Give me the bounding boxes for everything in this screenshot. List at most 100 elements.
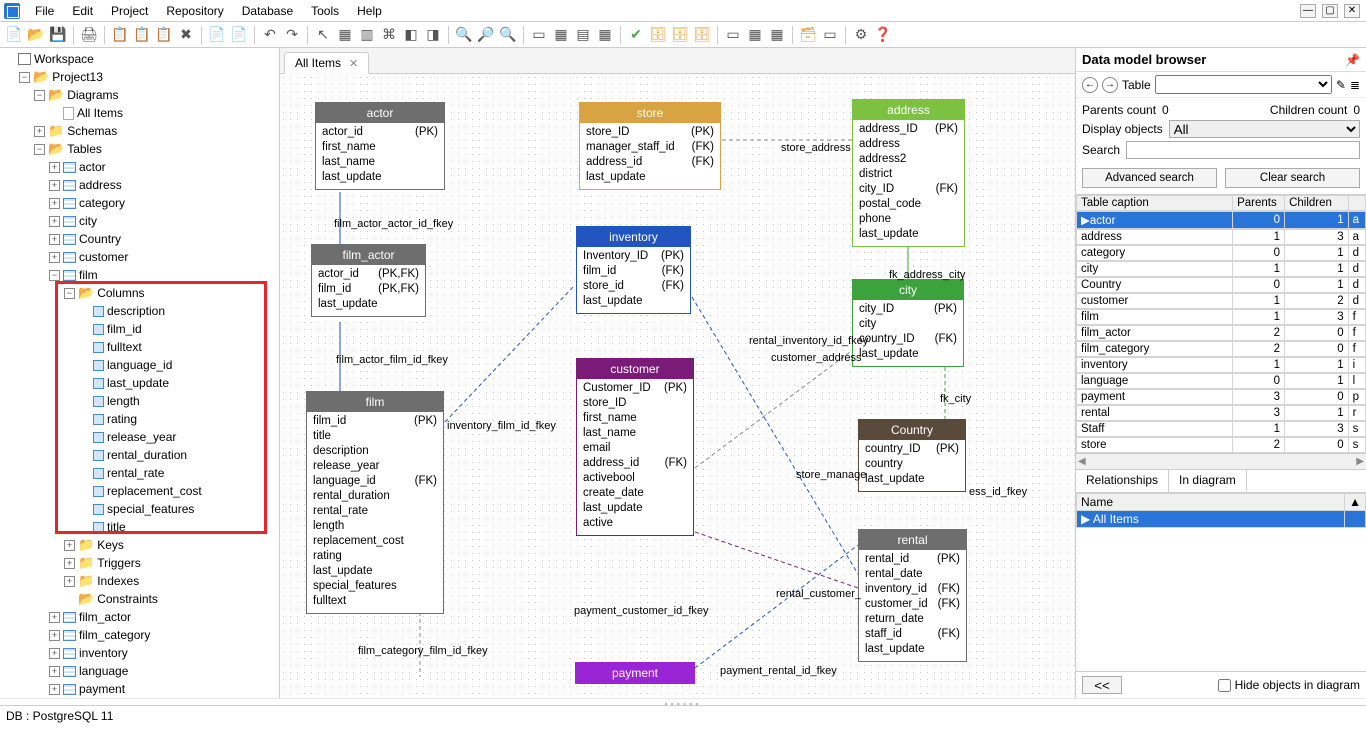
grid-cell[interactable]: 2	[1285, 294, 1349, 309]
grid-cell[interactable]: film	[1077, 310, 1233, 325]
toolbar-button[interactable]: 🔎	[476, 25, 496, 45]
table-row[interactable]: store20s	[1076, 437, 1366, 453]
grid-cell[interactable]: customer	[1077, 294, 1233, 309]
menu-tools[interactable]: Tools	[302, 1, 348, 21]
tree-language_id[interactable]: language_id	[79, 356, 279, 374]
toolbar-button[interactable]: 📄	[4, 25, 24, 45]
toolbar-button[interactable]: ▭	[529, 25, 549, 45]
toolbar-button[interactable]: ⚙	[851, 25, 871, 45]
tree-address[interactable]: +address	[49, 176, 279, 194]
advanced-search-button[interactable]: Advanced search	[1082, 168, 1217, 188]
entity-country[interactable]: Countrycountry_ID(PK)countrylast_update	[858, 419, 966, 492]
tree-columns[interactable]: −📂Columns	[64, 284, 279, 302]
toolbar-button[interactable]: 🗄	[670, 25, 690, 45]
table-row[interactable]: payment30p	[1076, 389, 1366, 405]
grid-cell[interactable]: 1	[1285, 374, 1349, 389]
object-selector[interactable]	[1155, 75, 1332, 94]
tables-grid[interactable]: Table captionParentsChildren ▶actor01aad…	[1076, 194, 1366, 453]
tree-special_features[interactable]: special_features	[79, 500, 279, 518]
tree-film_category[interactable]: +film_category	[49, 626, 279, 644]
grid-cell[interactable]: 3	[1233, 406, 1285, 421]
entity-store[interactable]: storestore_ID(PK)manager_staff_id(FK)add…	[579, 102, 721, 190]
tree-replacement_cost[interactable]: replacement_cost	[79, 482, 279, 500]
grid-cell[interactable]: 1	[1233, 358, 1285, 373]
tree-schemas[interactable]: +📁Schemas	[34, 122, 279, 140]
grid-cell[interactable]: r	[1348, 406, 1365, 421]
grid-cell[interactable]: l	[1348, 374, 1365, 389]
hide-objects-check[interactable]: Hide objects in diagram	[1218, 678, 1360, 692]
grid-cell[interactable]: 3	[1285, 310, 1349, 325]
tree-rating[interactable]: rating	[79, 410, 279, 428]
back-button[interactable]: <<	[1082, 676, 1122, 694]
toolbar-button[interactable]: ▥	[357, 25, 377, 45]
list-icon[interactable]: ≣	[1350, 78, 1360, 92]
toolbar-button[interactable]: ▤	[573, 25, 593, 45]
minimize-button[interactable]: —	[1300, 4, 1316, 18]
grid-cell[interactable]: 2	[1233, 342, 1285, 357]
grid-cell[interactable]: f	[1348, 326, 1365, 341]
grid-cell[interactable]: 1	[1285, 246, 1349, 261]
table-row[interactable]: language01l	[1076, 373, 1366, 389]
grid-header[interactable]: Children	[1285, 196, 1349, 211]
toolbar-button[interactable]: ◨	[423, 25, 443, 45]
grid-cell[interactable]: d	[1348, 278, 1365, 293]
grid-cell[interactable]: language	[1077, 374, 1233, 389]
tree-length[interactable]: length	[79, 392, 279, 410]
nav-back-icon[interactable]: ←	[1082, 77, 1098, 93]
tree-triggers[interactable]: +📁Triggers	[64, 554, 279, 572]
grid-cell[interactable]: address	[1077, 230, 1233, 245]
nav-fwd-icon[interactable]: →	[1102, 77, 1118, 93]
tree-city[interactable]: +city	[49, 212, 279, 230]
clear-search-button[interactable]: Clear search	[1225, 168, 1360, 188]
grid-cell[interactable]: d	[1348, 246, 1365, 261]
toolbar-button[interactable]: ✖	[176, 25, 196, 45]
tree-indexes[interactable]: +📁Indexes	[64, 572, 279, 590]
tree-film_actor[interactable]: +film_actor	[49, 608, 279, 626]
grid-cell[interactable]: 2	[1233, 438, 1285, 453]
grid-cell[interactable]: 1	[1233, 262, 1285, 277]
grid-cell[interactable]: 1	[1285, 278, 1349, 293]
entity-city[interactable]: citycity_ID(PK)citycountry_ID(FK)last_up…	[852, 279, 964, 367]
grid-cell[interactable]: 0	[1285, 390, 1349, 405]
grid-cell[interactable]: f	[1348, 342, 1365, 357]
grid-cell[interactable]: rental	[1077, 406, 1233, 421]
grid-cell[interactable]: p	[1348, 390, 1365, 405]
maximize-button[interactable]: ▢	[1322, 4, 1338, 18]
toolbar-button[interactable]: 📄	[207, 25, 227, 45]
tree-rental_duration[interactable]: rental_duration	[79, 446, 279, 464]
toolbar-button[interactable]: 🖨	[79, 25, 99, 45]
tree-last_update[interactable]: last_update	[79, 374, 279, 392]
entity-rental[interactable]: rentalrental_id(PK)rental_dateinventory_…	[858, 529, 967, 662]
toolbar-button[interactable]: ▦	[551, 25, 571, 45]
tree-film[interactable]: −film	[49, 266, 279, 284]
grid-cell[interactable]: category	[1077, 246, 1233, 261]
toolbar-button[interactable]: 🗄	[648, 25, 668, 45]
er-canvas[interactable]: actoractor_id(PK)first_namelast_namelast…	[280, 74, 1075, 698]
tree-inventory[interactable]: +inventory	[49, 644, 279, 662]
grid-header[interactable]: Table caption	[1077, 196, 1233, 211]
menu-file[interactable]: File	[26, 1, 63, 21]
tree-keys[interactable]: +📁Keys	[64, 536, 279, 554]
table-row[interactable]: Country01d	[1076, 277, 1366, 293]
menu-project[interactable]: Project	[102, 1, 157, 21]
grid-cell[interactable]: payment	[1077, 390, 1233, 405]
search-input[interactable]	[1126, 141, 1360, 159]
tree-title[interactable]: title	[79, 518, 279, 536]
grid-cell[interactable]: 1	[1233, 294, 1285, 309]
grid-cell[interactable]: a	[1348, 230, 1365, 245]
toolbar-button[interactable]: ▭	[723, 25, 743, 45]
grid-cell[interactable]: inventory	[1077, 358, 1233, 373]
tree-category[interactable]: +category	[49, 194, 279, 212]
grid-cell[interactable]: store	[1077, 438, 1233, 453]
grid-cell[interactable]: 2	[1233, 326, 1285, 341]
grid-cell[interactable]: d	[1348, 262, 1365, 277]
toolbar-button[interactable]: 📄	[229, 25, 249, 45]
grid-cell[interactable]: 3	[1233, 390, 1285, 405]
list-item-all[interactable]: ▶ All Items	[1077, 511, 1345, 528]
tree-rental_rate[interactable]: rental_rate	[79, 464, 279, 482]
toolbar-button[interactable]: ▦	[745, 25, 765, 45]
close-button[interactable]: ✕	[1344, 4, 1360, 18]
edit-icon[interactable]: ✎	[1336, 78, 1346, 92]
entity-actor[interactable]: actoractor_id(PK)first_namelast_namelast…	[315, 102, 445, 190]
toolbar-button[interactable]: ◧	[401, 25, 421, 45]
